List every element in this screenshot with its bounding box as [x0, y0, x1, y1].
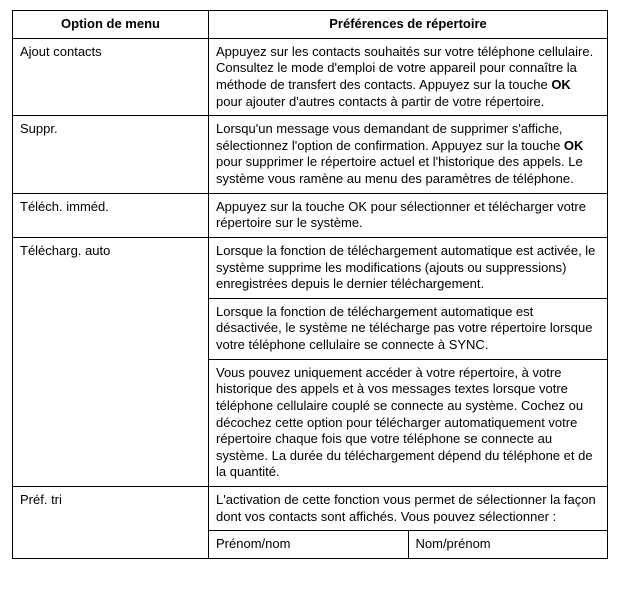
desc-text: pour supprimer le répertoire actuel et l… — [216, 154, 583, 186]
row-label-suppr: Suppr. — [13, 116, 209, 194]
desc-bold-ok: OK — [551, 77, 571, 92]
header-option-menu: Option de menu — [13, 11, 209, 39]
row-label-pref-tri: Préf. tri — [13, 487, 209, 559]
desc-text: pour ajouter d'autres contacts à partir … — [216, 94, 544, 109]
row-label-telech-immed: Téléch. imméd. — [13, 193, 209, 237]
table-row: Télécharg. auto Lorsque la fonction de t… — [13, 237, 608, 298]
desc-text: Lorsqu'un message vous demandant de supp… — [216, 121, 564, 153]
header-preferences: Préférences de répertoire — [209, 11, 608, 39]
table-row: Ajout contacts Appuyez sur les contacts … — [13, 38, 608, 116]
pref-tri-option-2: Nom/prénom — [408, 531, 608, 559]
table-row: Suppr. Lorsqu'un message vous demandant … — [13, 116, 608, 194]
pref-tri-option-1: Prénom/nom — [209, 531, 409, 559]
row-label-ajout-contacts: Ajout contacts — [13, 38, 209, 116]
row-label-telecharg-auto: Télécharg. auto — [13, 237, 209, 486]
row-desc-telecharg-auto-1: Lorsque la fonction de téléchargement au… — [209, 237, 608, 298]
table-header-row: Option de menu Préférences de répertoire — [13, 11, 608, 39]
row-desc-telecharg-auto-3: Vous pouvez uniquement accéder à votre r… — [209, 359, 608, 486]
desc-bold-ok: OK — [564, 138, 584, 153]
table-row: Préf. tri L'activation de cette fonction… — [13, 487, 608, 531]
row-desc-suppr: Lorsqu'un message vous demandant de supp… — [209, 116, 608, 194]
row-desc-telecharg-auto-2: Lorsque la fonction de téléchargement au… — [209, 298, 608, 359]
table-row: Téléch. imméd. Appuyez sur la touche OK … — [13, 193, 608, 237]
page: Option de menu Préférences de répertoire… — [0, 0, 620, 571]
preferences-table: Option de menu Préférences de répertoire… — [12, 10, 608, 559]
row-desc-pref-tri: L'activation de cette fonction vous perm… — [209, 487, 608, 531]
desc-text: Appuyez sur les contacts souhaités sur v… — [216, 44, 593, 92]
row-desc-telech-immed: Appuyez sur la touche OK pour sélectionn… — [209, 193, 608, 237]
row-desc-ajout-contacts: Appuyez sur les contacts souhaités sur v… — [209, 38, 608, 116]
